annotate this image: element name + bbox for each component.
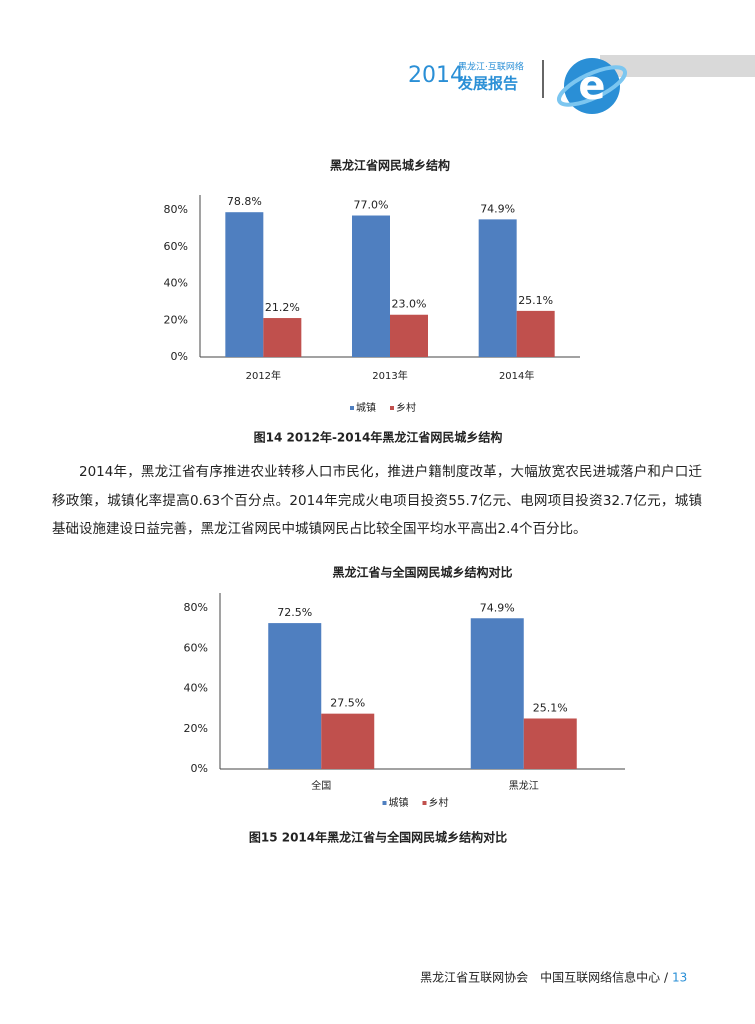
figure-caption: 图15 2014年黑龙江省与全国网民城乡结构对比 — [249, 830, 507, 845]
y-tick-label: 60% — [164, 240, 188, 253]
data-label: 21.2% — [265, 301, 300, 314]
data-label: 25.1% — [518, 294, 553, 307]
legend-swatch — [382, 801, 387, 805]
logo-circle — [564, 58, 620, 114]
legend-label: 乡村 — [396, 401, 416, 414]
data-label: 23.0% — [392, 298, 427, 311]
legend-label: 城镇 — [389, 796, 409, 809]
legend-swatch — [422, 801, 427, 805]
data-label: 72.5% — [277, 606, 312, 619]
header-title: 发展报告 — [457, 75, 518, 93]
bar — [470, 618, 524, 769]
legend-swatch — [390, 406, 394, 410]
x-tick-label: 全国 — [311, 779, 331, 792]
bar — [523, 718, 577, 769]
chart-title: 黑龙江省与全国网民城乡结构对比 — [332, 565, 512, 580]
header-year: 2014 — [408, 63, 464, 88]
bar — [390, 314, 428, 357]
footer-org: 黑龙江省互联网协会 中国互联网络信息中心 / — [420, 970, 669, 985]
x-tick-label: 2012年 — [246, 369, 281, 382]
logo-orbit — [556, 65, 628, 107]
legend-label: 乡村 — [429, 796, 449, 809]
bar — [478, 219, 517, 357]
y-tick-label: 20% — [184, 722, 208, 735]
y-tick-label: 0% — [191, 762, 208, 775]
page-number: 13 — [672, 971, 687, 985]
bar — [263, 318, 302, 357]
bar — [352, 215, 390, 357]
bar — [321, 713, 375, 769]
y-tick-label: 80% — [164, 203, 188, 216]
bar — [225, 212, 264, 357]
figure-caption: 图14 2012年-2014年黑龙江省网民城乡结构 — [254, 430, 503, 445]
data-label: 27.5% — [330, 697, 365, 710]
y-tick-label: 40% — [184, 682, 208, 695]
legend-swatch — [350, 406, 354, 410]
data-label: 77.0% — [354, 199, 389, 212]
data-label: 74.9% — [480, 601, 515, 614]
x-tick-label: 2014年 — [499, 369, 534, 382]
data-label: 78.8% — [227, 195, 262, 208]
data-label: 25.1% — [533, 701, 568, 714]
y-tick-label: 20% — [164, 313, 188, 326]
bar — [268, 623, 322, 769]
bar — [516, 310, 555, 357]
chart-title: 黑龙江省网民城乡结构 — [330, 158, 450, 173]
header-band — [600, 55, 755, 77]
header-subtitle: 黑龙江·互联网络 — [458, 61, 524, 73]
x-tick-label: 黑龙江 — [509, 779, 539, 792]
legend-label: 城镇 — [356, 401, 376, 414]
y-tick-label: 40% — [164, 277, 188, 290]
body-paragraph: 2014年，黑龙江省有序推进农业转移人口市民化，推进户籍制度改革，大幅放宽农民进… — [52, 464, 702, 537]
logo-letter: e — [578, 63, 605, 109]
y-tick-label: 60% — [184, 641, 208, 654]
x-tick-label: 2013年 — [372, 369, 407, 382]
y-tick-label: 80% — [184, 601, 208, 614]
data-label: 74.9% — [480, 202, 515, 215]
y-tick-label: 0% — [171, 350, 188, 363]
